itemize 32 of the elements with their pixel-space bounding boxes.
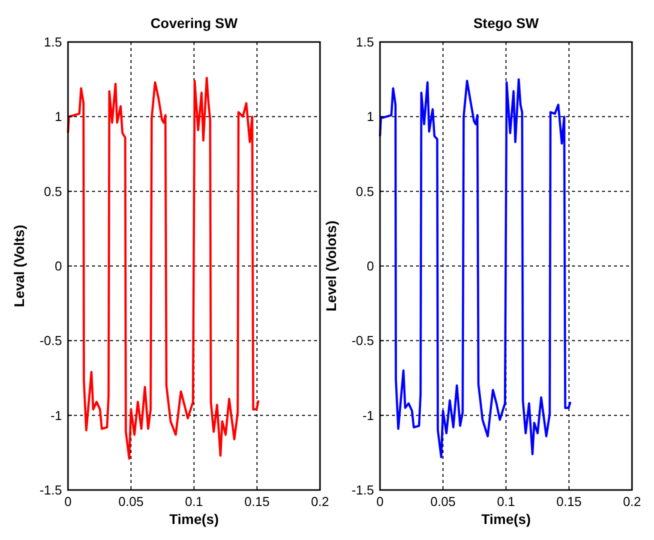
y-tick-label: -1.5: [40, 482, 62, 498]
x-tick-label: 0: [376, 494, 384, 509]
x-axis-title: Time(s): [169, 511, 219, 527]
x-tick-label: 0.2: [622, 494, 642, 509]
y-tick-label: 1: [54, 109, 62, 124]
y-tick-label: -0.5: [40, 333, 62, 348]
x-tick-label: 0.15: [244, 494, 270, 509]
x-tick-label: 0.05: [118, 494, 144, 509]
y-axis-title: Leval (Volts): [11, 224, 27, 308]
y-tick-label: -1: [50, 408, 62, 423]
y-tick-label: 1: [366, 109, 374, 124]
x-tick-label: 0.2: [310, 494, 330, 509]
y-tick-label: -1.5: [352, 482, 374, 498]
x-axis-title: Time(s): [481, 511, 531, 527]
y-axis-title: Level (Volots): [323, 220, 339, 312]
line-series: [66, 76, 260, 460]
y-tick-label: 0.5: [356, 184, 374, 199]
x-tick-label: 0.1: [496, 494, 516, 509]
y-tick-label: 0.5: [44, 184, 62, 199]
chart-title: Covering SW: [150, 15, 238, 31]
y-tick-label: 0: [54, 258, 62, 274]
x-tick-label: 0.1: [184, 494, 204, 509]
x-tick-label: 0: [64, 494, 72, 509]
y-tick-label: -0.5: [352, 333, 374, 348]
line-series: [378, 78, 572, 458]
x-tick-label: 0.05: [430, 494, 456, 509]
y-tick-label: 0: [366, 258, 374, 274]
chart-title: Stego SW: [473, 15, 540, 31]
y-tick-label: 1.5: [44, 34, 62, 50]
x-tick-label: 0.15: [556, 494, 582, 509]
y-tick-label: 1.5: [356, 34, 374, 50]
y-tick-label: -1: [362, 408, 374, 423]
